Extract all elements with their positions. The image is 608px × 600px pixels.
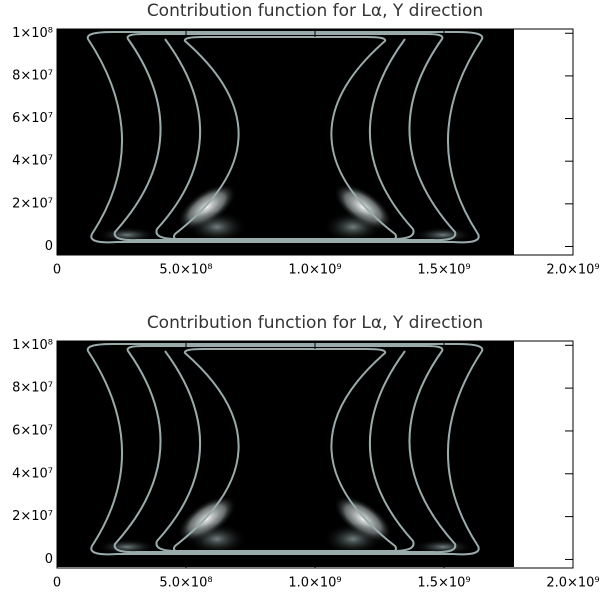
x-tick-label: 1.0×10⁹ [288, 263, 341, 278]
heatmap-image [56, 340, 515, 568]
panel: Contribution function for Lα, Y directio… [12, 313, 600, 591]
x-tick-label: 2.0×10⁹ [546, 263, 599, 278]
x-tick-label: 1.0×10⁹ [288, 576, 341, 591]
y-tick-label: 8×10⁷ [12, 381, 53, 396]
y-tick-label: 0 [45, 552, 53, 567]
chart-title: Contribution function for Lα, Y directio… [147, 313, 483, 333]
x-tick-label: 5.0×10⁸ [159, 576, 212, 591]
panel: Contribution function for Lα, Y directio… [12, 1, 600, 278]
y-tick-label: 6×10⁷ [12, 423, 53, 438]
y-tick-label: 2×10⁷ [12, 509, 53, 524]
x-tick-label: 5.0×10⁸ [159, 263, 212, 278]
x-tick-label: 0 [53, 576, 61, 591]
y-tick-label: 8×10⁷ [12, 68, 53, 83]
y-tick-label: 1×10⁸ [12, 26, 53, 41]
y-tick-label: 0 [45, 239, 53, 254]
y-tick-label: 1×10⁸ [12, 338, 53, 353]
x-tick-label: 1.5×10⁹ [417, 263, 470, 278]
chart-title: Contribution function for Lα, Y directio… [147, 1, 483, 21]
heatmap-image [56, 28, 515, 256]
y-tick-label: 6×10⁷ [12, 111, 53, 126]
y-tick-label: 4×10⁷ [12, 466, 53, 481]
y-tick-label: 4×10⁷ [12, 154, 53, 169]
y-tick-label: 2×10⁷ [12, 196, 53, 211]
x-tick-label: 1.5×10⁹ [417, 576, 470, 591]
x-tick-label: 0 [53, 263, 61, 278]
x-tick-label: 2.0×10⁹ [546, 576, 599, 591]
